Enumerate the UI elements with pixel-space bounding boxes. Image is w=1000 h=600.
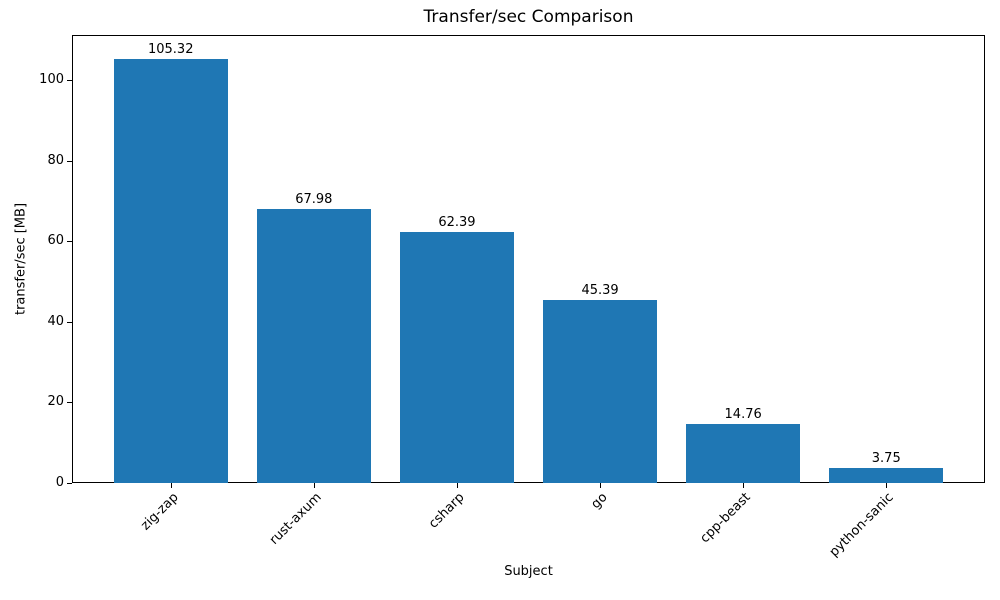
bar-value-label: 14.76 [724,406,762,422]
y-axis-tick-label: 80 [47,152,64,168]
y-axis-label: transfer/sec [MB] [13,202,29,316]
x-axis-tick-label: cpp-beast [697,490,754,547]
chart-title: Transfer/sec Comparison [423,7,634,27]
bar [256,209,372,483]
bar [113,58,228,483]
y-axis-tick-label: 0 [55,475,64,490]
bar-value-label: 3.75 [871,450,901,466]
y-axis-tick-label: 20 [47,394,64,410]
y-axis-tick-label: 40 [47,313,64,329]
x-axis-label: Subject [504,564,553,579]
bar [399,231,515,483]
x-axis-tick [456,483,458,488]
bar-value-label: 105.32 [147,41,194,57]
bar-value-label: 45.39 [581,283,619,299]
x-axis-tick [170,483,172,488]
bar [542,300,658,483]
x-axis-tick [313,483,315,488]
y-axis-tick [67,321,72,323]
x-axis-tick-label: csharp [426,490,468,532]
x-axis-tick [886,483,888,488]
y-axis-tick-label: 60 [47,233,64,249]
y-axis-tick [67,160,72,162]
bar-value-label: 67.98 [295,192,333,208]
y-axis-tick [67,402,72,404]
bar [685,423,801,483]
bar-value-label: 62.39 [438,214,476,230]
x-axis-tick-label: rust-axum [266,490,325,548]
x-axis-tick-label: zig-zap [137,490,182,534]
y-axis-tick-label: 100 [39,72,64,88]
x-axis-tick [743,483,745,488]
x-axis-tick-label: go [588,490,611,513]
bar [829,467,944,483]
y-axis-tick [67,483,72,484]
y-axis-tick [67,80,72,82]
x-axis-tick-label: python-sanic [826,490,897,560]
y-axis-tick [67,241,72,243]
x-axis-tick [600,483,602,488]
